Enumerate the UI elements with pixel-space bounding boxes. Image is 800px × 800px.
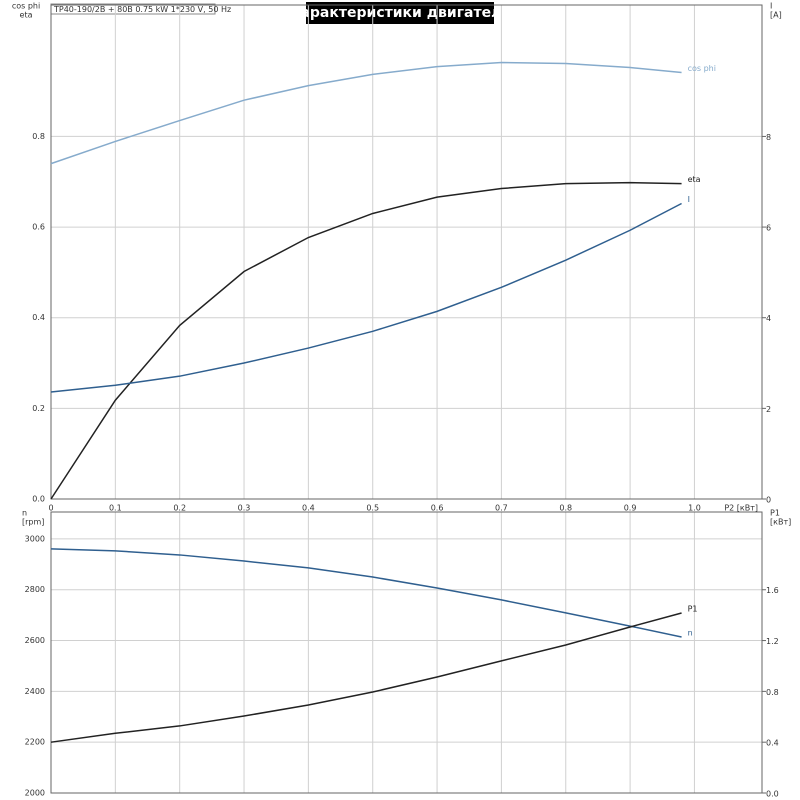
y2-tick-label: 1.2: [766, 637, 779, 646]
x-tick-label: 0.4: [302, 504, 315, 513]
y-tick-label: 0.0: [32, 495, 45, 504]
y-tick-label: 2000: [25, 789, 45, 798]
y2-tick-label: 1.6: [766, 586, 779, 595]
y-tick-label: 0.8: [32, 132, 45, 141]
series-label: I: [688, 195, 690, 204]
series-line: [50, 202, 682, 393]
series-line: [50, 548, 682, 638]
x-tick-label: 0.5: [366, 504, 379, 513]
x-tick-label: 0.8: [559, 504, 572, 513]
y-axis-label: cos phi: [12, 2, 40, 11]
x-axis-label: P2 [кВт]: [724, 504, 758, 513]
y2-axis-label: [кВт]: [770, 518, 791, 527]
y2-tick-label: 0: [766, 496, 771, 505]
series-label: P1: [688, 604, 698, 613]
x-tick-label: 0.6: [431, 504, 444, 513]
y2-tick-label: 2: [766, 405, 771, 414]
y2-tick-label: 0.4: [766, 739, 779, 748]
y2-axis-label: [A]: [770, 11, 782, 20]
series-line: [50, 181, 682, 500]
series-line: [50, 61, 682, 165]
y-tick-label: 0.4: [32, 313, 45, 322]
plot-frame: [50, 4, 763, 500]
x-tick-label: 0.3: [238, 504, 251, 513]
x-tick-label: 0.9: [624, 504, 637, 513]
info-text: TP40-190/2B + 80B 0.75 kW 1*230 V, 50 Hz: [53, 5, 231, 14]
y-tick-label: 2600: [25, 636, 45, 645]
y-tick-label: 2800: [25, 585, 45, 594]
y2-tick-label: 4: [766, 314, 771, 323]
y2-axis-label: I: [770, 2, 772, 11]
y-tick-label: 3000: [25, 534, 45, 543]
y2-tick-label: 8: [766, 133, 771, 142]
x-tick-label: 0.1: [109, 504, 122, 513]
y-tick-label: 0.6: [32, 223, 45, 232]
y-tick-label: 2200: [25, 738, 45, 747]
x-tick-label: 0.7: [495, 504, 508, 513]
y-axis-label: n: [22, 509, 27, 518]
title-box: [306, 2, 494, 24]
x-tick-label: 0.2: [173, 504, 186, 513]
plot-frame: [50, 511, 763, 794]
y-axis-label: eta: [20, 11, 33, 20]
series-label: eta: [688, 175, 701, 184]
series-line: [50, 612, 682, 743]
y2-tick-label: 0.8: [766, 688, 779, 697]
y2-tick-label: 0.0: [766, 790, 779, 799]
y-tick-label: 2400: [25, 687, 45, 696]
x-tick-label: 0: [48, 504, 53, 513]
y-axis-label: [rpm]: [22, 518, 44, 527]
y2-tick-label: 6: [766, 224, 771, 233]
chart-title: Характеристики двигателя: [290, 5, 511, 21]
y-tick-label: 0.2: [32, 404, 45, 413]
series-label: n: [688, 629, 693, 638]
x-tick-label: 1.0: [688, 504, 701, 513]
y2-axis-label: P1: [770, 509, 780, 518]
series-label: cos phi: [688, 64, 716, 73]
